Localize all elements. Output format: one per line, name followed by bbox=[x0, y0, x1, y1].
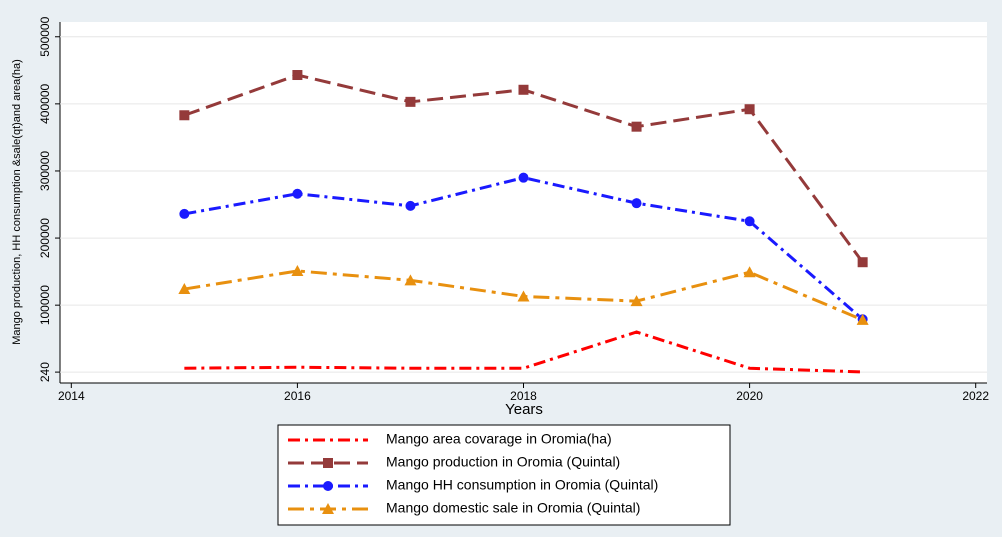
marker bbox=[631, 198, 642, 209]
y-tick-label: 400000 bbox=[38, 84, 52, 124]
marker bbox=[323, 458, 333, 468]
marker bbox=[518, 84, 529, 95]
marker bbox=[405, 200, 416, 211]
x-tick-label: 2014 bbox=[58, 389, 85, 403]
marker bbox=[856, 313, 869, 325]
x-tick-label: 2020 bbox=[736, 389, 763, 403]
marker bbox=[178, 283, 191, 295]
marker bbox=[744, 104, 755, 115]
marker bbox=[630, 295, 643, 307]
marker bbox=[292, 188, 303, 199]
y-tick-label: 240 bbox=[38, 362, 52, 382]
y-tick-label: 300000 bbox=[38, 151, 52, 191]
y-axis-title: Mango production, HH consumption &sale(q… bbox=[11, 59, 23, 345]
marker bbox=[179, 208, 190, 219]
plot-area bbox=[60, 22, 987, 383]
x-tick-label: 2016 bbox=[284, 389, 311, 403]
x-tick-label: 2018 bbox=[510, 389, 537, 403]
marker bbox=[857, 257, 868, 268]
marker bbox=[179, 110, 190, 121]
marker bbox=[743, 266, 756, 278]
legend-label: Mango domestic sale in Oromia (Quintal) bbox=[386, 500, 640, 516]
marker bbox=[518, 172, 529, 183]
marker bbox=[292, 70, 303, 81]
marker bbox=[631, 121, 642, 132]
marker bbox=[404, 274, 417, 286]
marker bbox=[405, 96, 416, 107]
y-tick-label: 200000 bbox=[38, 218, 52, 258]
legend-label: Mango production in Oromia (Quintal) bbox=[386, 454, 620, 470]
marker bbox=[517, 290, 530, 302]
line bbox=[184, 330, 863, 374]
legend-label: Mango area covarage in Oromia(ha) bbox=[386, 431, 612, 447]
marker bbox=[744, 216, 755, 227]
x-tick-label: 2022 bbox=[962, 389, 989, 403]
legend-label: Mango HH consumption in Oromia (Quintal) bbox=[386, 477, 658, 493]
y-tick-label: 500000 bbox=[38, 16, 52, 56]
x-axis-title: Years bbox=[505, 401, 543, 418]
marker bbox=[322, 503, 334, 514]
marker bbox=[291, 264, 304, 276]
y-tick-label: 100000 bbox=[38, 285, 52, 325]
marker bbox=[323, 481, 333, 491]
